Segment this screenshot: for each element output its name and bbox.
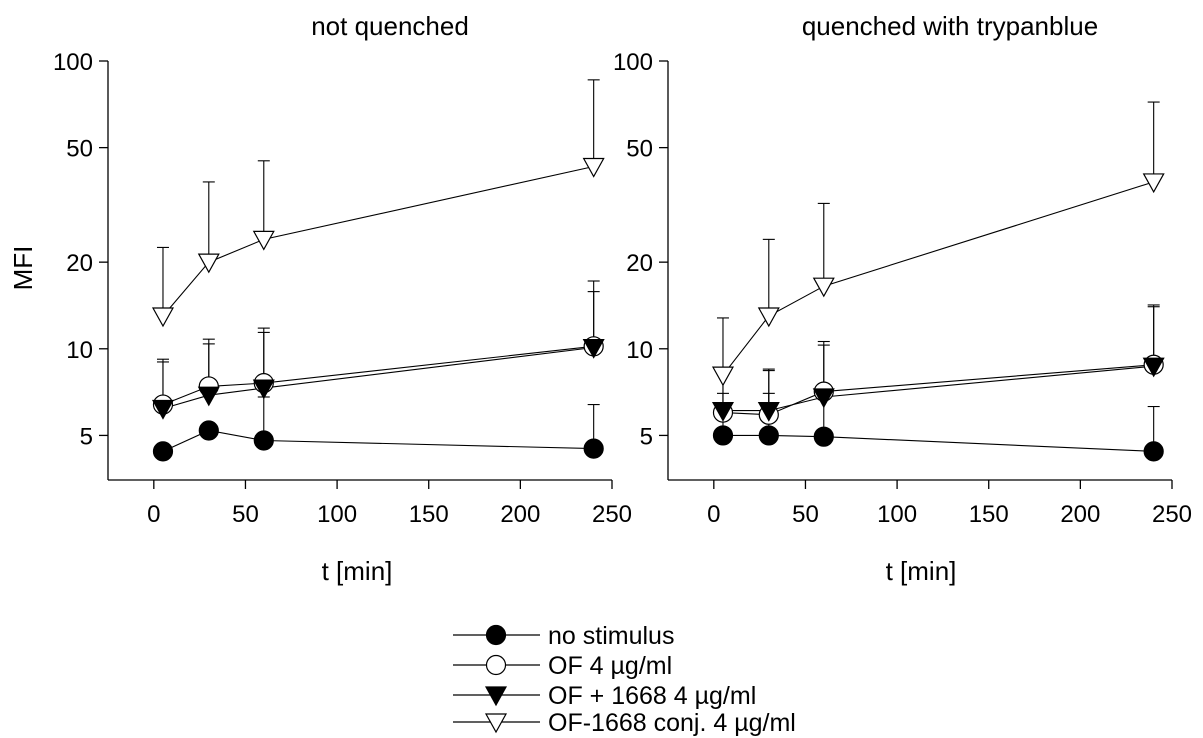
filled-circle-marker — [485, 624, 507, 646]
x-axis-label: t [min] — [322, 556, 393, 586]
x-tick-label: 50 — [792, 501, 819, 528]
data-point-open-triangle-down-marker — [1142, 173, 1165, 194]
x-tick-label: 100 — [317, 501, 357, 528]
data-point-filled-triangle-down-marker — [151, 399, 175, 420]
y-tick-label: 10 — [66, 337, 93, 364]
x-tick-label: 100 — [877, 501, 917, 528]
data-point-open-triangle-down-marker — [582, 157, 605, 178]
data-point-filled-triangle-down-marker — [711, 401, 735, 422]
data-point-filled-triangle-down-marker — [582, 338, 605, 359]
chart-panel-not-quenched: not quenched MFI t [min] 5 10 20 50 100 0 50 10… — [8, 11, 632, 586]
chart-title: quenched with trypanblue — [802, 11, 1098, 41]
series-line — [162, 429, 594, 452]
data-point-open-triangle-down-marker — [711, 366, 735, 387]
data-point-open-triangle-down-marker — [812, 277, 835, 298]
x-tick-label: 250 — [1152, 501, 1192, 528]
data-point-filled-circle-marker — [198, 420, 219, 441]
series-line — [723, 434, 1154, 452]
filled-triangle-down-marker — [484, 686, 508, 707]
series-line — [722, 364, 1154, 416]
series-line — [162, 346, 594, 410]
x-tick-label: 0 — [707, 501, 720, 528]
x-tick-label: 250 — [592, 501, 632, 528]
data-point-filled-circle-marker — [152, 441, 174, 462]
x-axis-label: t [min] — [886, 556, 957, 586]
data-point-filled-triangle-down-marker — [757, 401, 780, 422]
data-point-open-triangle-down-marker — [197, 253, 220, 274]
legend-item: OF-1668 conj. 4 µg/ml — [453, 709, 796, 737]
y-axis-label: MFI — [8, 246, 38, 291]
data-point-filled-triangle-down-marker — [1142, 357, 1165, 378]
y-tick-label: 5 — [640, 423, 653, 450]
series-line — [722, 181, 1154, 376]
series-line — [723, 365, 1154, 412]
y-tick-label: 10 — [626, 337, 653, 364]
legend-item: OF 4 µg/ml — [453, 652, 672, 680]
x-tick-label: 150 — [409, 501, 449, 528]
y-tick-label: 20 — [66, 250, 93, 277]
data-point-filled-circle-marker — [1143, 441, 1164, 462]
series-line — [162, 345, 594, 406]
open-triangle-down-marker — [484, 713, 508, 734]
data-point-open-triangle-down-marker — [757, 307, 780, 328]
legend-label: no stimulus — [548, 622, 674, 650]
x-tick-label: 150 — [969, 501, 1009, 528]
data-point-filled-circle-marker — [712, 425, 734, 446]
data-point-filled-triangle-down-marker — [812, 388, 835, 409]
chart-title: not quenched — [311, 11, 469, 41]
legend-item: no stimulus — [453, 622, 674, 650]
y-tick-label: 100 — [53, 49, 93, 76]
x-tick-label: 0 — [147, 501, 160, 528]
y-tick-label: 5 — [80, 423, 93, 450]
data-point-open-triangle-down-marker — [252, 230, 275, 251]
data-point-filled-circle-marker — [813, 426, 834, 447]
x-tick-label: 200 — [1060, 501, 1100, 528]
legend-label: OF-1668 conj. 4 µg/ml — [548, 709, 796, 737]
data-point-filled-circle-marker — [583, 438, 604, 459]
x-tick-label: 50 — [232, 501, 259, 528]
open-circle-marker — [485, 654, 507, 676]
data-point-filled-circle-marker — [758, 425, 779, 446]
y-tick-label: 50 — [66, 136, 93, 163]
data-point-filled-circle-marker — [253, 430, 274, 451]
legend-label: OF 4 µg/ml — [548, 652, 672, 680]
data-point-open-triangle-down-marker — [151, 307, 175, 328]
chart-panel-quenched-with-trypanblue: quenched with trypanblue t [min] 5 10 20 50… — [613, 11, 1192, 586]
y-tick-label: 20 — [626, 250, 653, 277]
legend-label: OF + 1668 4 µg/ml — [548, 682, 756, 710]
data-point-filled-triangle-down-marker — [197, 386, 220, 407]
y-tick-label: 100 — [613, 49, 653, 76]
legend-item: OF + 1668 4 µg/ml — [453, 682, 756, 710]
data-point-filled-triangle-down-marker — [252, 379, 275, 400]
y-tick-label: 50 — [626, 136, 653, 163]
legend: no stimulus OF 4 µg/ml OF + 1668 4 µg/ml… — [453, 622, 796, 737]
x-tick-label: 200 — [500, 501, 540, 528]
series-line — [162, 165, 594, 317]
